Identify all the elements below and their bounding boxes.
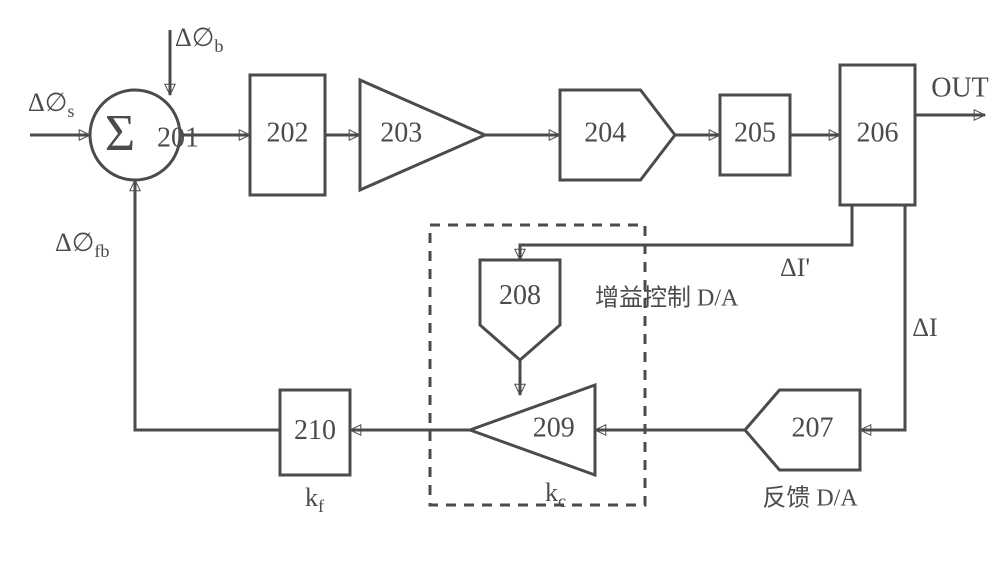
label-feedback-da: 反馈 D/A bbox=[762, 485, 858, 512]
arrow-203-204 bbox=[485, 130, 560, 140]
amplifier-203 bbox=[360, 80, 485, 190]
dashed-group bbox=[430, 225, 645, 505]
node-204-label: 204 bbox=[584, 117, 626, 148]
block-diagram: Σ 201 202 203 204 205 206 207 208 209 210 Δ∅b Δ∅s Δ∅f… bbox=[0, 0, 1000, 569]
arrow-206-207 bbox=[860, 205, 905, 435]
label-phi-s: Δ∅s bbox=[28, 88, 74, 121]
sigma-icon: Σ bbox=[105, 105, 135, 162]
label-kc: kc bbox=[545, 478, 566, 511]
arrow-209-210 bbox=[350, 425, 470, 435]
node-208-label: 208 bbox=[499, 280, 541, 311]
arrow-phib-sum bbox=[165, 30, 175, 95]
arrow-204-205 bbox=[675, 130, 720, 140]
node-205-label: 205 bbox=[734, 117, 776, 148]
arrow-202-203 bbox=[325, 130, 360, 140]
node-202-label: 202 bbox=[267, 117, 309, 148]
arrow-206-out bbox=[915, 110, 985, 120]
arrow-206-208 bbox=[515, 205, 852, 260]
arrow-210-sum bbox=[130, 180, 280, 430]
label-out: OUT bbox=[931, 72, 989, 103]
label-kf: kf bbox=[305, 483, 325, 516]
node-210-label: 210 bbox=[294, 415, 336, 446]
label-delta-i: ΔI bbox=[912, 313, 937, 342]
label-delta-i-prime: ΔI' bbox=[780, 253, 810, 282]
node-206-label: 206 bbox=[857, 117, 899, 148]
node-203-label: 203 bbox=[380, 117, 422, 148]
label-phi-b: Δ∅b bbox=[175, 23, 223, 56]
label-gain-ctrl: 增益控制 D/A bbox=[595, 285, 739, 312]
arrow-phis-sum bbox=[30, 130, 90, 140]
node-209-label: 209 bbox=[533, 412, 575, 443]
arrow-205-206 bbox=[790, 130, 840, 140]
label-phi-fb: Δ∅fb bbox=[55, 228, 110, 261]
node-207-label: 207 bbox=[792, 412, 834, 443]
node-201-label: 201 bbox=[157, 122, 199, 153]
arrow-208-209 bbox=[515, 360, 525, 395]
arrow-207-209 bbox=[595, 425, 745, 435]
